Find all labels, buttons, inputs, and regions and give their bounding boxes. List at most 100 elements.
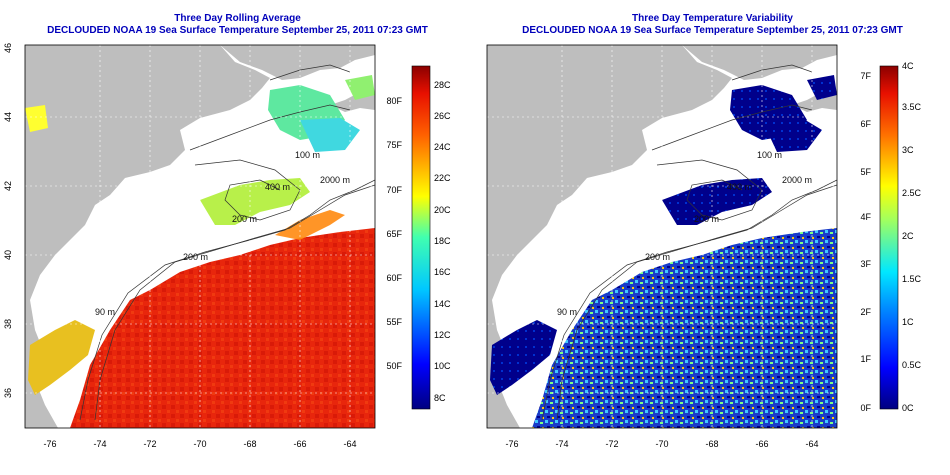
colorbar-label: 1F xyxy=(860,354,871,364)
latitude-axis: 46 44 42 40 38 36 xyxy=(3,43,13,398)
longitude-tick-label: -64 xyxy=(805,439,818,449)
longitude-tick-label: -76 xyxy=(43,439,56,449)
colorbar-label: 3.5C xyxy=(902,102,922,112)
contour-label: 2000 m xyxy=(320,175,350,185)
longitude-tick-label: -66 xyxy=(293,439,306,449)
colorbar-label: 10C xyxy=(434,361,451,371)
colorbar-label: 18C xyxy=(434,236,451,246)
bathymetry-contours xyxy=(541,64,837,421)
latitude-tick-label: 44 xyxy=(3,112,13,122)
colorbar-label: 12C xyxy=(434,330,451,340)
colorbar-label: 26C xyxy=(434,111,451,121)
colorbar-label: 75F xyxy=(386,140,402,150)
coastal-patch xyxy=(28,320,95,395)
longitude-tick-label: -70 xyxy=(655,439,668,449)
cold-gulf-region-2 xyxy=(300,118,360,152)
sst-variability-panel: Three Day Temperature Variability DECLOU… xyxy=(475,0,950,475)
latitude-tick-label: 36 xyxy=(3,388,13,398)
variability-colorbar xyxy=(879,65,899,410)
map-area: 100 m 400 m 2000 m 200 m 200 m 90 m xyxy=(25,45,375,428)
colorbar-label: 22C xyxy=(434,173,451,183)
longitude-tick-label: -76 xyxy=(505,439,518,449)
land-mass xyxy=(25,45,375,428)
graticule xyxy=(25,45,375,428)
colorbar-celsius-labels: 28C 26C 24C 22C 20C 18C 16C 14C 12C 10C … xyxy=(434,80,451,403)
colorbar-label: 2C xyxy=(902,231,914,241)
colorbar-label: 2.5C xyxy=(902,188,922,198)
slope-water-region xyxy=(275,210,345,240)
contour-label: 90 m xyxy=(557,307,577,317)
temperature-colorbar xyxy=(411,65,431,410)
colorbar-label: 80F xyxy=(386,96,402,106)
colorbar-label: 1.5C xyxy=(902,274,922,284)
colorbar-label: 50F xyxy=(386,361,402,371)
colorbar-fahrenheit-labels: 80F 75F 70F 65F 60F 55F 50F xyxy=(386,96,402,371)
colorbar-label: 0C xyxy=(902,403,914,413)
low-variability-coast xyxy=(490,320,557,395)
colorbar-label: 55F xyxy=(386,317,402,327)
longitude-tick-label: -66 xyxy=(755,439,768,449)
bathymetry-contours xyxy=(79,64,375,421)
longitude-tick-label: -72 xyxy=(605,439,618,449)
latitude-tick-label: 40 xyxy=(3,250,13,260)
contour-label: 200 m xyxy=(694,214,719,224)
high-variability-region xyxy=(532,228,837,428)
low-variability-patch xyxy=(762,118,822,152)
contour-label: 400 m xyxy=(727,182,752,192)
sst-average-panel: Three Day Rolling Average DECLOUDED NOAA… xyxy=(3,13,451,449)
colorbar-label: 7F xyxy=(860,71,871,81)
colorbar-label: 3F xyxy=(860,259,871,269)
colorbar-label: 3C xyxy=(902,145,914,155)
contour-label: 200 m xyxy=(645,252,670,262)
variability-map-figure: 100 m 400 m 2000 m 200 m 200 m 90 m -76 … xyxy=(486,44,922,449)
coastal-patch-north xyxy=(25,105,48,132)
contour-label: 200 m xyxy=(183,252,208,262)
colorbar-label: 4F xyxy=(860,212,871,222)
colorbar-fahrenheit-labels: 7F 6F 5F 4F 3F 2F 1F 0F xyxy=(860,71,871,413)
colorbar-label: 6F xyxy=(860,119,871,129)
longitude-tick-label: -68 xyxy=(705,439,718,449)
land-mass xyxy=(487,45,837,428)
contour-label: 400 m xyxy=(265,182,290,192)
contour-label: 90 m xyxy=(95,307,115,317)
longitude-tick-label: -64 xyxy=(343,439,356,449)
sst-map-figure: 100 m 400 m 2000 m 200 m 200 m 90 m -76 … xyxy=(3,43,451,449)
longitude-tick-label: -74 xyxy=(555,439,568,449)
panel-title: Three Day Temperature Variability xyxy=(632,13,793,24)
contour-label: 2000 m xyxy=(782,175,812,185)
colorbar-label: 70F xyxy=(386,185,402,195)
colorbar-label: 8C xyxy=(434,393,446,403)
latitude-tick-label: 38 xyxy=(3,319,13,329)
contour-label: 100 m xyxy=(295,150,320,160)
graticule xyxy=(487,45,837,428)
colorbar-label: 24C xyxy=(434,142,451,152)
colorbar-label: 28C xyxy=(434,80,451,90)
colorbar-label: 0.5C xyxy=(902,360,922,370)
colorbar-celsius-labels: 4C 3.5C 3C 2.5C 2C 1.5C 1C 0.5C 0C xyxy=(902,61,922,413)
longitude-axis: -76 -74 -72 -70 -68 -66 -64 xyxy=(43,439,356,449)
map-area: 100 m 400 m 2000 m 200 m 200 m 90 m xyxy=(487,45,837,428)
colorbar-label: 60F xyxy=(386,273,402,283)
latitude-tick-label: 46 xyxy=(3,43,13,53)
low-variability-region xyxy=(662,178,772,225)
colorbar-label: 4C xyxy=(902,61,914,71)
longitude-tick-label: -70 xyxy=(193,439,206,449)
low-variability-ne xyxy=(807,75,837,100)
latitude-tick-label: 42 xyxy=(3,181,13,191)
longitude-tick-label: -68 xyxy=(243,439,256,449)
colorbar-label: 20C xyxy=(434,205,451,215)
longitude-tick-label: -72 xyxy=(143,439,156,449)
colorbar-label: 65F xyxy=(386,229,402,239)
longitude-tick-label: -74 xyxy=(93,439,106,449)
cold-patch-ne xyxy=(345,75,375,100)
cool-shelf-region xyxy=(200,178,310,225)
colorbar-label: 14C xyxy=(434,299,451,309)
panel-subtitle: DECLOUDED NOAA 19 Sea Surface Temperatur… xyxy=(522,25,903,36)
panel-subtitle: DECLOUDED NOAA 19 Sea Surface Temperatur… xyxy=(47,25,428,36)
longitude-axis: -76 -74 -72 -70 -68 -66 -64 xyxy=(505,439,818,449)
colorbar-label: 5F xyxy=(860,167,871,177)
colorbar-label: 2F xyxy=(860,307,871,317)
colorbar-label: 1C xyxy=(902,317,914,327)
contour-label: 200 m xyxy=(232,214,257,224)
colorbar-label: 0F xyxy=(860,403,871,413)
